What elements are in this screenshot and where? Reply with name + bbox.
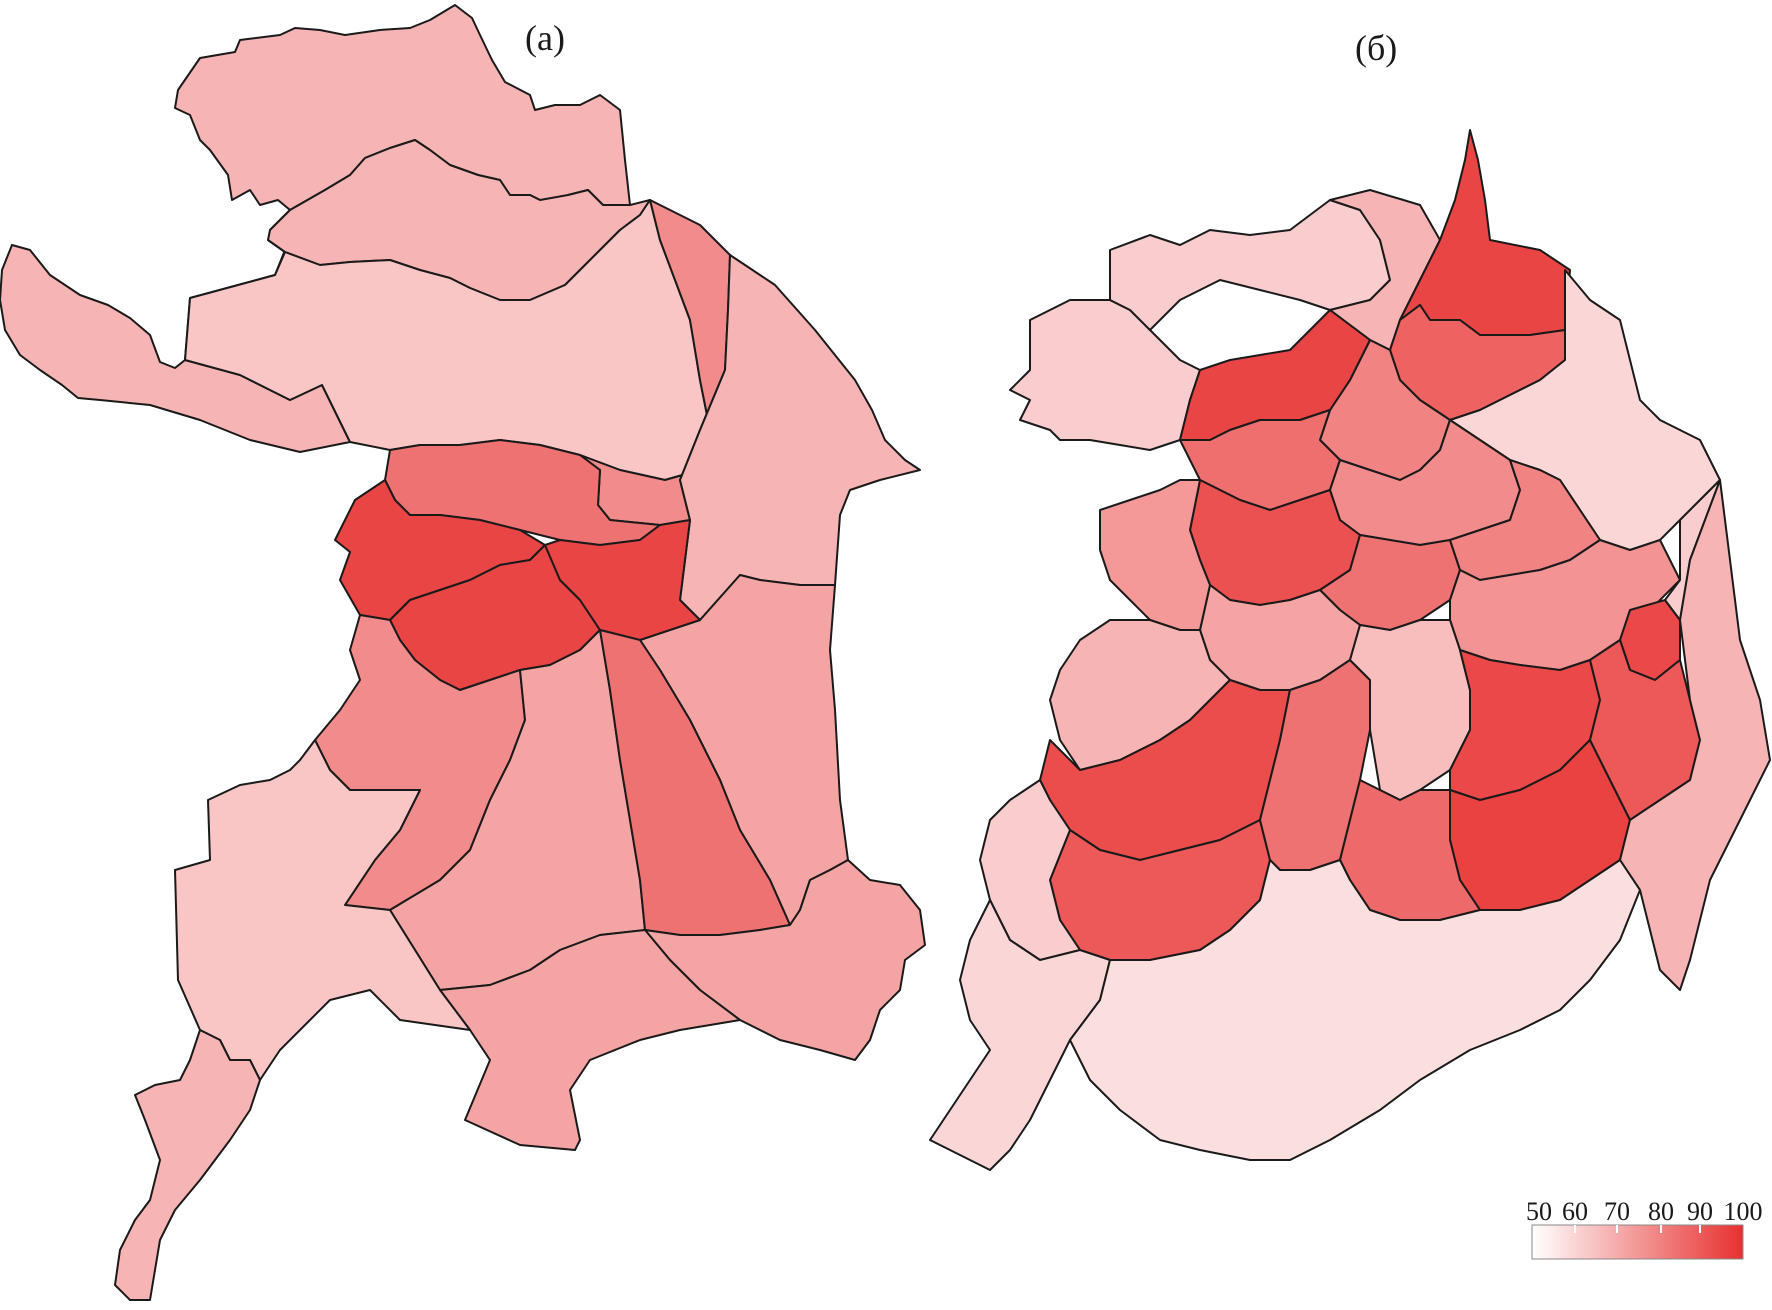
legend-colorbar (1531, 1224, 1744, 1260)
district-a-s-tail (114, 1029, 261, 1301)
panel-a-label: (a) (525, 18, 565, 58)
legend-tick-label-80: 80 (1648, 1197, 1674, 1226)
legend-tick-label-60: 60 (1562, 1197, 1588, 1226)
panel-b: (б) (929, 28, 1771, 1171)
district-b-nw (1009, 299, 1201, 451)
district-a-se-outer (644, 859, 926, 1061)
district-b-sw5 (929, 899, 1111, 1171)
district-a-s-outer (439, 929, 741, 1151)
legend-tick-label-50: 50 (1526, 1197, 1552, 1226)
legend-tick-marks (1574, 1225, 1701, 1233)
legend-tick-label-90: 90 (1687, 1197, 1713, 1226)
district-a-sw-outer (174, 739, 471, 1081)
district-b-s6 (1069, 859, 1641, 1161)
legend-tick-labels: 50 60 70 80 90 100 (1526, 1197, 1763, 1226)
legend-tick-label-100: 100 (1724, 1197, 1763, 1226)
district-b-w1 (1099, 479, 1211, 631)
panel-b-label: (б) (1355, 28, 1397, 68)
panel-a: (a) (0, 4, 926, 1301)
color-legend: 50 60 70 80 90 100 (1526, 1197, 1763, 1260)
district-a-e-center (544, 519, 701, 641)
district-b-se (1619, 479, 1771, 991)
legend-tick-label-70: 70 (1604, 1197, 1630, 1226)
